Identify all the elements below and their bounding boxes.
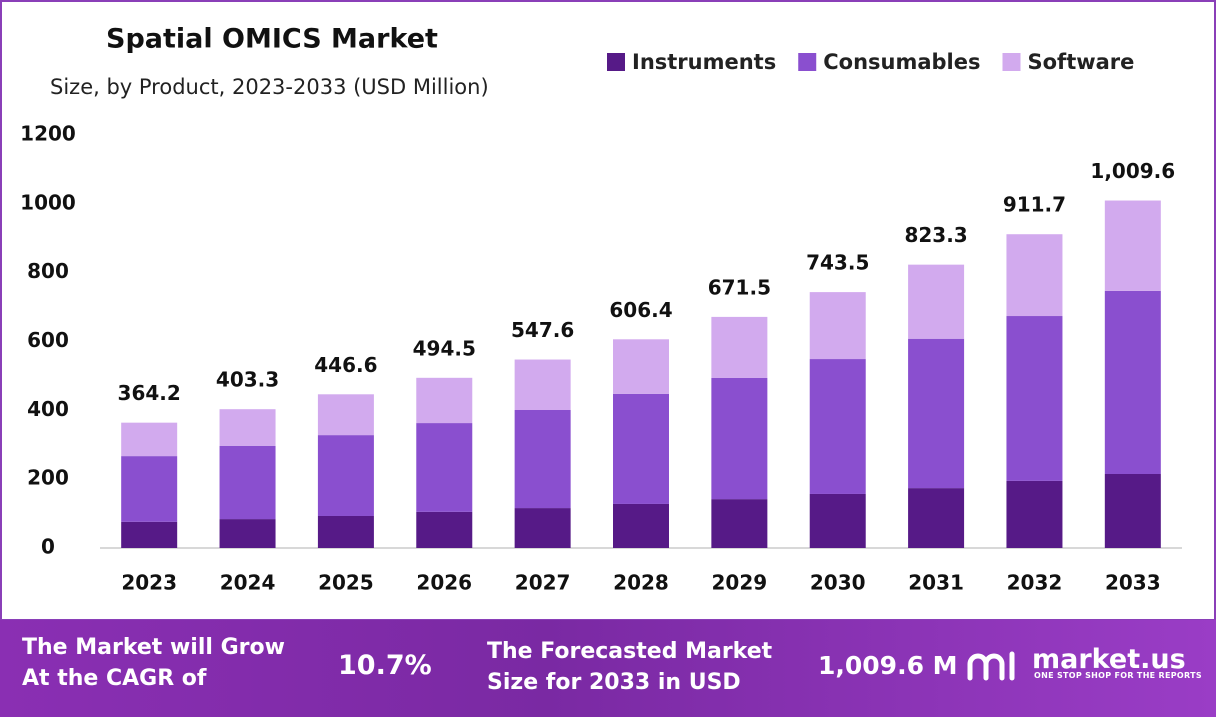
- x-tick-label: 2023: [121, 571, 177, 595]
- bar-segment: [1104, 290, 1161, 475]
- bar-segment: [317, 435, 374, 516]
- bar-segment: [514, 409, 571, 509]
- footer: The Market will Grow At the CAGR of 10.7%…: [0, 620, 1216, 717]
- bar-segment: [711, 377, 768, 500]
- bar-segment: [908, 264, 965, 339]
- bar-segment: [121, 456, 178, 522]
- total-label: 911.7: [1003, 193, 1066, 217]
- brand: market.us: [1032, 644, 1186, 675]
- bar-segment: [317, 515, 374, 548]
- total-label: 743.5: [806, 251, 869, 275]
- chart: Spatial OMICS Market Size, by Product, 2…: [0, 0, 1216, 620]
- total-label: 364.2: [118, 381, 181, 405]
- total-label: 547.6: [511, 318, 574, 342]
- x-tick-label: 2033: [1105, 571, 1161, 595]
- bar-segment: [1104, 200, 1161, 291]
- total-label: 671.5: [708, 275, 771, 299]
- y-tick-label: 200: [27, 466, 69, 490]
- y-tick-label: 400: [27, 397, 69, 421]
- total-label: 403.3: [216, 368, 279, 392]
- x-tick-label: 2031: [908, 571, 964, 595]
- x-tick-label: 2026: [416, 571, 472, 595]
- bar-segment: [613, 339, 669, 394]
- bar-segment: [416, 423, 473, 512]
- x-tick-label: 2032: [1007, 571, 1063, 595]
- cagr-value: 10.7%: [338, 650, 432, 681]
- bar-segment: [908, 338, 965, 489]
- forecast-value: 1,009.6 M: [818, 651, 958, 680]
- x-tick-label: 2029: [712, 571, 768, 595]
- total-label: 1,009.6: [1090, 159, 1175, 183]
- forecast-text: The Forecasted Market Size for 2033 in US…: [487, 636, 772, 698]
- bar-segment: [908, 488, 965, 548]
- y-tick-label: 1200: [20, 122, 76, 146]
- bar-segment: [317, 394, 374, 436]
- bar-segment: [1006, 316, 1063, 481]
- x-tick-label: 2024: [220, 571, 276, 595]
- bar-segment: [613, 503, 669, 548]
- bar-segment: [1006, 480, 1063, 548]
- bar-segment: [711, 499, 768, 548]
- bar-segment: [1104, 474, 1161, 548]
- total-label: 823.3: [904, 223, 967, 247]
- x-tick-label: 2028: [613, 571, 669, 595]
- bar-segment: [219, 409, 276, 446]
- y-tick-label: 600: [27, 328, 69, 352]
- bar-segment: [219, 519, 276, 548]
- x-tick-label: 2030: [810, 571, 866, 595]
- legend-swatch: [1002, 53, 1021, 71]
- legend-label: Consumables: [823, 50, 980, 74]
- bar-segment: [219, 445, 276, 520]
- total-label: 446.6: [314, 353, 377, 377]
- legend-label: Instruments: [632, 50, 776, 74]
- total-label: 494.5: [413, 336, 476, 360]
- y-tick-label: 1000: [20, 190, 76, 214]
- legend-label: Software: [1028, 50, 1135, 74]
- bar-segment: [809, 292, 866, 360]
- chart-subtitle: Size, by Product, 2023-2033 (USD Million…: [50, 75, 489, 99]
- brand-icon: [967, 651, 1015, 681]
- forecast-line: The Forecasted Market: [487, 639, 773, 664]
- cagr-text: The Market will Grow At the CAGR of: [22, 632, 285, 694]
- bar-segment: [514, 359, 571, 410]
- legend-swatch: [607, 53, 625, 71]
- y-tick-label: 0: [41, 535, 55, 559]
- bar-segment: [613, 393, 669, 504]
- y-tick-label: 800: [27, 259, 69, 283]
- chart-title: Spatial OMICS Market: [106, 24, 438, 55]
- total-label: 606.4: [609, 298, 672, 322]
- bar-segment: [711, 316, 768, 378]
- bar-segment: [809, 359, 866, 494]
- forecast-line: Size for 2033 in USD: [487, 670, 741, 695]
- cagr-line: At the CAGR of: [22, 666, 207, 691]
- legend-swatch: [798, 53, 817, 71]
- bar-segment: [416, 511, 473, 548]
- x-tick-label: 2025: [318, 571, 374, 595]
- bar-segment: [121, 422, 178, 457]
- bar-segment: [809, 493, 866, 548]
- bar-segment: [514, 508, 571, 548]
- cagr-line: The Market will Grow: [22, 635, 285, 660]
- bar-segment: [121, 521, 178, 548]
- bar-segment: [416, 377, 473, 424]
- tagline: ONE STOP SHOP FOR THE REPORTS: [1034, 671, 1202, 680]
- bar-segment: [1006, 234, 1063, 317]
- x-tick-label: 2027: [515, 571, 571, 595]
